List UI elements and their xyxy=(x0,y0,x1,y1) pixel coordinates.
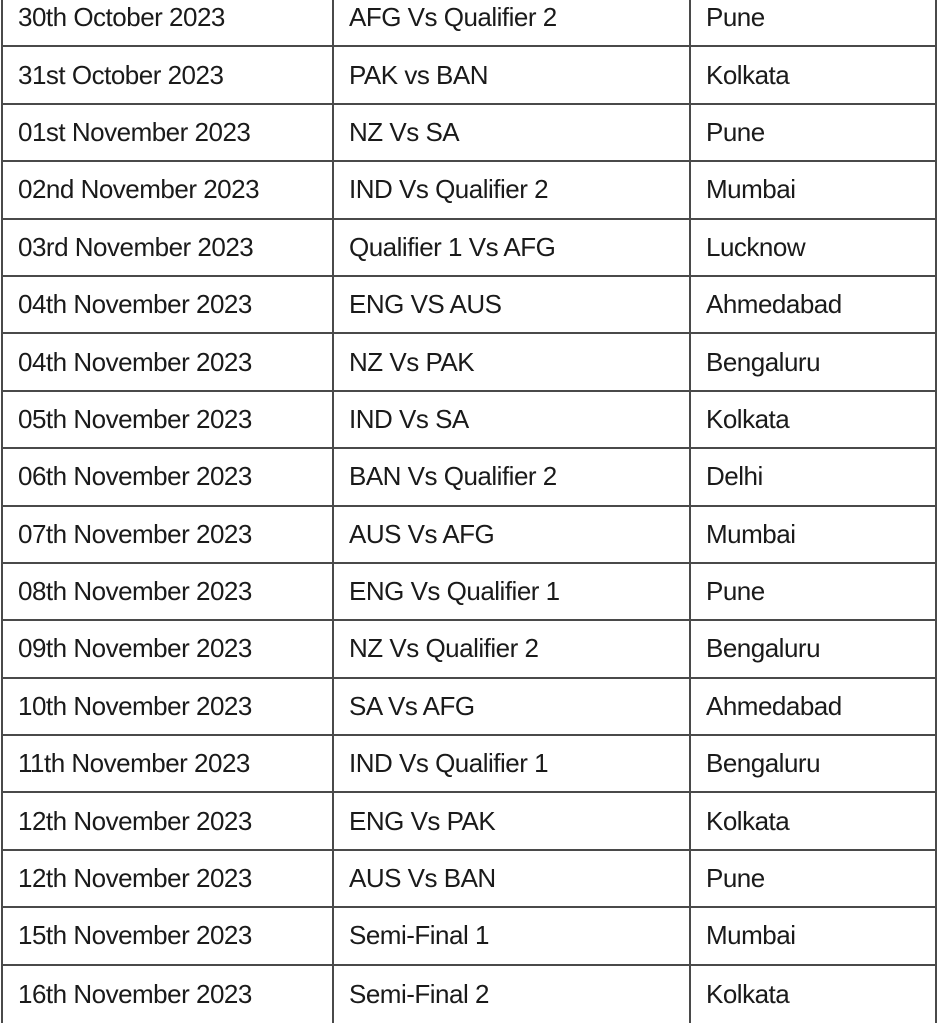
venue-cell: Ahmedabad xyxy=(706,289,842,320)
table-row: 05th November 2023 IND Vs SA Kolkata xyxy=(3,391,935,450)
venue-cell: Mumbai xyxy=(706,920,796,951)
match-cell: NZ Vs SA xyxy=(334,104,691,161)
match-cell: IND Vs Qualifier 1 xyxy=(334,736,691,792)
venue-cell: Kolkata xyxy=(706,805,790,836)
date-cell: 15th November 2023 xyxy=(3,908,334,964)
table-row: 12th November 2023 AUS Vs BAN Pune xyxy=(3,850,935,909)
date-cell: 05th November 2023 xyxy=(3,391,334,448)
table-row: 01st November 2023 NZ Vs SA Pune xyxy=(3,104,935,163)
table-row: 16th November 2023 Semi-Final 2 Kolkata xyxy=(3,965,935,1024)
venue-cell: Kolkata xyxy=(706,403,790,434)
venue-cell: Kolkata xyxy=(706,59,790,90)
table-row: 08th November 2023 ENG Vs Qualifier 1 Pu… xyxy=(3,563,935,622)
date-cell: 06th November 2023 xyxy=(3,449,334,505)
table-row: 03rd November 2023 Qualifier 1 Vs AFG Lu… xyxy=(3,219,935,277)
date-cell: 31st October 2023 xyxy=(3,47,334,103)
table-row: 10th November 2023 SA Vs AFG Ahmedabad xyxy=(3,678,935,737)
date-cell: 04th November 2023 xyxy=(3,334,334,390)
table-row: 30th October 2023 AFG Vs Qualifier 2 Pun… xyxy=(3,0,935,48)
venue-cell: Bengaluru xyxy=(706,633,821,664)
match-cell: PAK vs BAN xyxy=(334,47,691,103)
match-cell: ENG Vs Qualifier 1 xyxy=(334,563,691,620)
match-cell: IND Vs SA xyxy=(334,391,691,448)
match-cell: ENG VS AUS xyxy=(334,276,691,333)
venue-cell: Bengaluru xyxy=(706,346,821,377)
date-cell: 11th November 2023 xyxy=(3,736,334,792)
date-cell: 04th November 2023 xyxy=(3,276,334,333)
date-cell: 08th November 2023 xyxy=(3,563,334,620)
date-cell: 30th October 2023 xyxy=(3,0,334,46)
venue-cell: Mumbai xyxy=(706,518,796,549)
table-row: 07th November 2023 AUS Vs AFG Mumbai xyxy=(3,506,935,564)
match-cell: IND Vs Qualifier 2 xyxy=(334,162,691,218)
match-cell: AUS Vs BAN xyxy=(334,850,691,907)
table-row: 06th November 2023 BAN Vs Qualifier 2 De… xyxy=(3,449,935,507)
venue-cell: Pune xyxy=(706,2,765,33)
match-cell: Semi-Final 1 xyxy=(334,908,691,964)
venue-cell: Pune xyxy=(706,116,765,147)
match-cell: ENG Vs PAK xyxy=(334,793,691,849)
match-cell: AUS Vs AFG xyxy=(334,506,691,562)
date-cell: 07th November 2023 xyxy=(3,506,334,562)
table-row: 04th November 2023 NZ Vs PAK Bengaluru xyxy=(3,334,935,392)
table-row: 02nd November 2023 IND Vs Qualifier 2 Mu… xyxy=(3,162,935,220)
table-row: 11th November 2023 IND Vs Qualifier 1 Be… xyxy=(3,736,935,794)
venue-cell: Bengaluru xyxy=(706,748,821,779)
table-row: 04th November 2023 ENG VS AUS Ahmedabad xyxy=(3,276,935,335)
date-cell: 10th November 2023 xyxy=(3,678,334,735)
date-cell: 02nd November 2023 xyxy=(3,162,334,218)
date-cell: 01st November 2023 xyxy=(3,104,334,161)
venue-cell: Kolkata xyxy=(706,978,790,1009)
table-row: 31st October 2023 PAK vs BAN Kolkata xyxy=(3,47,935,105)
date-cell: 09th November 2023 xyxy=(3,621,334,677)
match-cell: AFG Vs Qualifier 2 xyxy=(334,0,691,46)
match-cell: Semi-Final 2 xyxy=(334,965,691,1024)
date-cell: 16th November 2023 xyxy=(3,965,334,1024)
match-cell: NZ Vs PAK xyxy=(334,334,691,390)
date-cell: 03rd November 2023 xyxy=(3,219,334,275)
match-cell: NZ Vs Qualifier 2 xyxy=(334,621,691,677)
venue-cell: Ahmedabad xyxy=(706,690,842,721)
match-cell: Qualifier 1 Vs AFG xyxy=(334,219,691,275)
date-cell: 12th November 2023 xyxy=(3,793,334,849)
venue-cell: Lucknow xyxy=(706,231,806,262)
table-row: 09th November 2023 NZ Vs Qualifier 2 Ben… xyxy=(3,621,935,679)
table-row: 12th November 2023 ENG Vs PAK Kolkata xyxy=(3,793,935,851)
venue-cell: Mumbai xyxy=(706,174,796,205)
venue-cell: Delhi xyxy=(706,461,763,492)
table-row: 15th November 2023 Semi-Final 1 Mumbai xyxy=(3,908,935,966)
match-cell: BAN Vs Qualifier 2 xyxy=(334,449,691,505)
venue-cell: Pune xyxy=(706,863,765,894)
date-cell: 12th November 2023 xyxy=(3,850,334,907)
venue-cell: Pune xyxy=(706,576,765,607)
match-cell: SA Vs AFG xyxy=(334,678,691,735)
